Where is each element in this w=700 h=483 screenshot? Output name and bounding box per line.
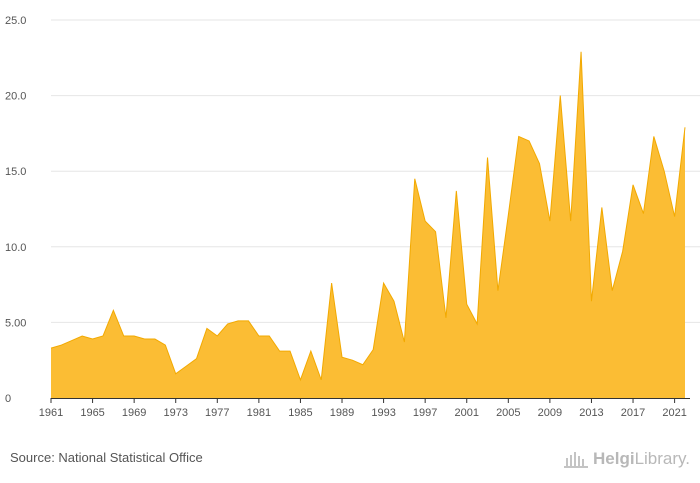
data-point [372,349,374,351]
data-point [196,358,198,360]
data-point [320,379,322,381]
data-point [164,344,166,346]
data-point [570,220,572,222]
data-point [632,184,634,186]
data-point [393,300,395,302]
x-tick-label: 2005 [496,407,520,419]
data-point [674,216,676,218]
data-point [549,220,551,222]
x-tick-label: 1985 [288,407,312,419]
data-point [123,335,125,337]
data-point [175,373,177,375]
data-point [622,250,624,252]
data-point [185,365,187,367]
data-area [51,51,685,398]
data-point [487,157,489,159]
data-point [424,220,426,222]
data-point [445,317,447,319]
data-point [507,214,509,216]
y-tick-label: 25.0 [5,15,26,27]
data-point [331,282,333,284]
data-point [414,178,416,180]
data-point [289,350,291,352]
data-point [206,327,208,329]
library-building-icon [564,452,588,468]
data-point [362,364,364,366]
data-point [341,356,343,358]
data-point [611,290,613,292]
data-point [580,51,582,53]
data-point [144,338,146,340]
data-point [559,95,561,97]
y-axis-ticks: 0 5.00 10.0 15.0 20.0 25.0 [5,15,26,405]
data-point [601,206,603,208]
data-point [71,340,73,342]
data-point [435,231,437,233]
x-axis-ticks: 1961 1965 1969 1973 1977 1981 1985 1989 1993 1997… [39,398,687,419]
data-point [102,335,104,337]
y-tick-label: 0 [5,393,11,405]
data-point [538,163,540,165]
x-tick-label: 1973 [163,407,187,419]
data-point [497,290,499,292]
data-point [590,300,592,302]
y-tick-label: 20.0 [5,91,26,103]
data-point [310,350,312,352]
x-tick-label: 1997 [413,407,437,419]
x-tick-label: 1993 [371,407,395,419]
data-point [247,320,249,322]
data-point [92,338,94,340]
x-tick-label: 2017 [621,407,645,419]
data-point [258,335,260,337]
data-point [227,323,229,325]
data-point [383,282,385,284]
data-point [466,303,468,305]
x-tick-label: 2001 [454,407,478,419]
source-text: Source: National Statistical Office [10,450,203,465]
data-point [50,347,52,349]
data-point [642,213,644,215]
data-point [216,335,218,337]
y-tick-label: 5.00 [5,317,26,329]
data-point [663,170,665,172]
data-point [237,320,239,322]
y-tick-label: 15.0 [5,166,26,178]
logo-text: HelgiLibrary. [593,449,690,469]
data-point [653,135,655,137]
x-tick-label: 1981 [247,407,271,419]
data-point [133,335,135,337]
data-point [518,135,520,137]
data-point [299,379,301,381]
data-point [684,126,686,128]
x-tick-label: 1977 [205,407,229,419]
data-point [268,335,270,337]
x-tick-label: 2013 [579,407,603,419]
logo-text-rest: Library. [634,449,690,468]
helgi-library-logo: HelgiLibrary. [563,446,690,472]
x-tick-label: 2009 [538,407,562,419]
chart-footer: Source: National Statistical Office Helg… [0,438,700,483]
data-point [60,344,62,346]
x-tick-label: 1965 [80,407,104,419]
data-point [112,309,114,311]
data-point [279,350,281,352]
data-point [528,140,530,142]
data-point [351,359,353,361]
data-point [403,341,405,343]
data-point [455,190,457,192]
x-tick-label: 2021 [662,407,686,419]
data-line [50,51,686,382]
x-tick-label: 1969 [122,407,146,419]
data-point [154,338,156,340]
x-tick-label: 1989 [330,407,354,419]
logo-text-bold: Helgi [593,449,635,468]
y-tick-label: 10.0 [5,242,26,254]
x-tick-label: 1961 [39,407,63,419]
data-point [476,323,478,325]
data-point [81,335,83,337]
